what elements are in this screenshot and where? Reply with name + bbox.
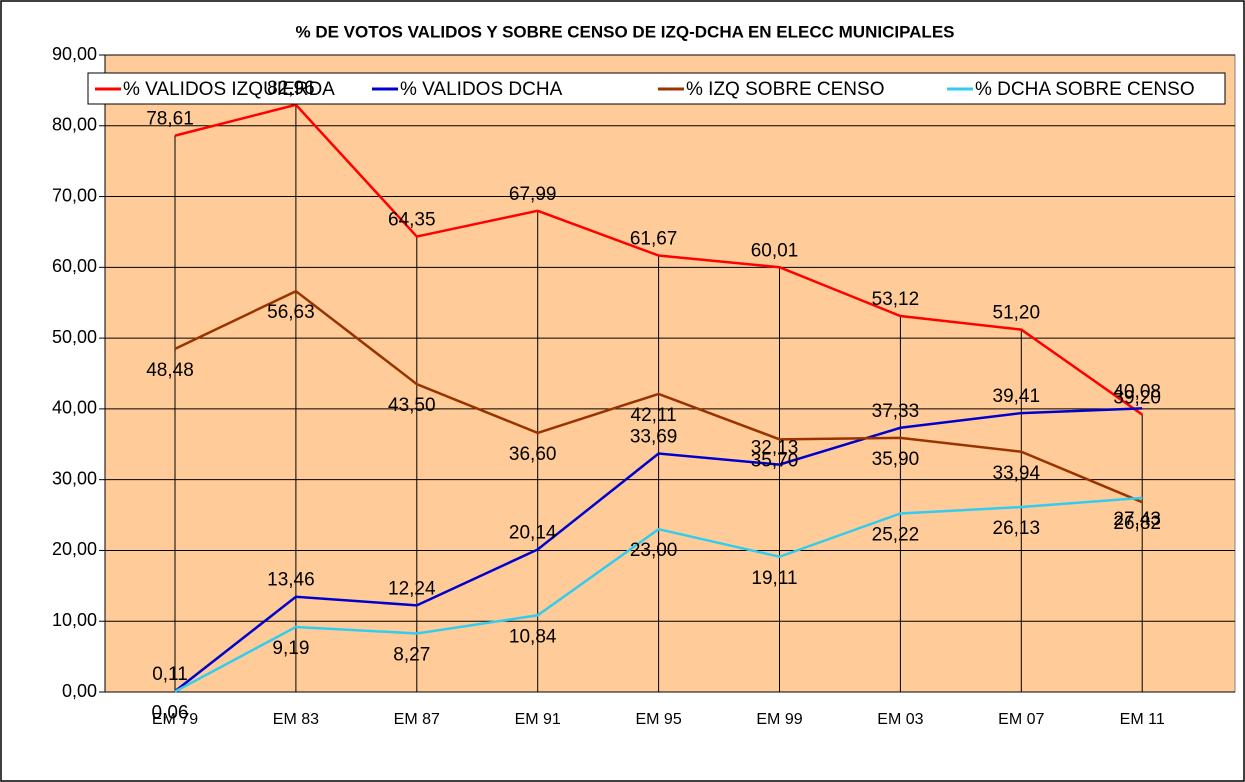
legend-label: % VALIDOS IZQUIERDA <box>123 79 335 100</box>
series-line <box>174 103 1143 416</box>
legend-label: % DCHA SOBRE CENSO <box>975 79 1195 100</box>
data-label: 20,14 <box>509 522 557 543</box>
data-label: 61,67 <box>630 229 678 250</box>
x-tick-label: EM 11 <box>1120 711 1165 728</box>
legend-box <box>87 72 1226 105</box>
data-label: 67,99 <box>509 184 557 205</box>
data-label: 36,60 <box>509 444 557 465</box>
y-tick-label: 80,00 <box>52 115 97 135</box>
data-label: 64,35 <box>388 210 436 231</box>
data-label: 48,48 <box>146 360 194 381</box>
data-label: 26,13 <box>993 518 1041 539</box>
y-tick-label: 20,00 <box>52 539 97 559</box>
chart-title: % DE VOTOS VALIDOS Y SOBRE CENSO DE IZQ-… <box>296 22 955 41</box>
data-label: 35,90 <box>872 449 920 470</box>
legend-label: % VALIDOS DCHA <box>400 79 563 100</box>
y-tick-label: 90,00 <box>52 44 97 64</box>
legend: % VALIDOS IZQUIERDA % VALIDOS DCHA % IZQ S… <box>95 79 1195 100</box>
x-tick-label: EM 83 <box>273 711 319 728</box>
x-tick-label: EM 91 <box>515 711 561 728</box>
data-label: 82,96 <box>267 78 315 99</box>
data-label: 0,06 <box>152 703 189 724</box>
data-label: 51,20 <box>993 303 1041 324</box>
data-label: 33,94 <box>993 463 1041 484</box>
data-label: 8,27 <box>393 644 430 665</box>
data-label: 33,69 <box>630 427 678 448</box>
series-line <box>174 289 1143 504</box>
x-tick-label: EM 87 <box>394 711 440 728</box>
x-tick-label: EM 03 <box>877 711 923 728</box>
data-label: 78,61 <box>146 109 194 130</box>
data-label: 25,22 <box>872 525 920 546</box>
data-label: 23,00 <box>630 540 678 561</box>
data-label: 39,20 <box>1113 388 1161 409</box>
data-label: 19,11 <box>751 568 797 589</box>
data-label: 42,11 <box>631 405 677 426</box>
x-tick-label: EM 79 <box>152 711 198 728</box>
data-label: 53,12 <box>872 289 920 310</box>
data-label: 43,50 <box>388 395 436 416</box>
data-label: 26,82 <box>1113 513 1161 534</box>
data-label: 39,41 <box>993 386 1041 407</box>
data-label: 35,70 <box>751 450 799 471</box>
marks <box>99 54 1235 693</box>
y-tick-label: 30,00 <box>52 468 97 488</box>
series-line <box>174 496 1143 693</box>
legend-label: % IZQ SOBRE CENSO <box>686 79 884 100</box>
y-tick-label: 0,00 <box>62 681 97 701</box>
data-label: 37,33 <box>872 401 920 422</box>
y-tick-label: 60,00 <box>52 256 97 276</box>
data-label: 40,08 <box>1113 381 1161 402</box>
data-label: 27,43 <box>1113 509 1161 530</box>
x-tick-label: EM 07 <box>998 711 1044 728</box>
data-label: 13,46 <box>267 570 315 591</box>
series-line <box>174 407 1143 693</box>
x-tick-label: EM 99 <box>756 711 802 728</box>
data-label: 10,84 <box>509 626 557 647</box>
y-tick-label: 10,00 <box>52 610 97 630</box>
y-tick-label: 50,00 <box>52 327 97 347</box>
data-label: 0,11 <box>152 664 188 685</box>
data-label: 9,19 <box>272 638 309 659</box>
y-tick-label: 40,00 <box>52 398 97 418</box>
data-label: 56,63 <box>267 302 315 323</box>
x-tick-label: EM 95 <box>635 711 681 728</box>
data-label: 32,13 <box>751 438 799 459</box>
data-label: 60,01 <box>751 240 799 261</box>
plot-area <box>104 54 1236 693</box>
data-label: 12,24 <box>388 578 436 599</box>
y-tick-label: 70,00 <box>52 185 97 205</box>
